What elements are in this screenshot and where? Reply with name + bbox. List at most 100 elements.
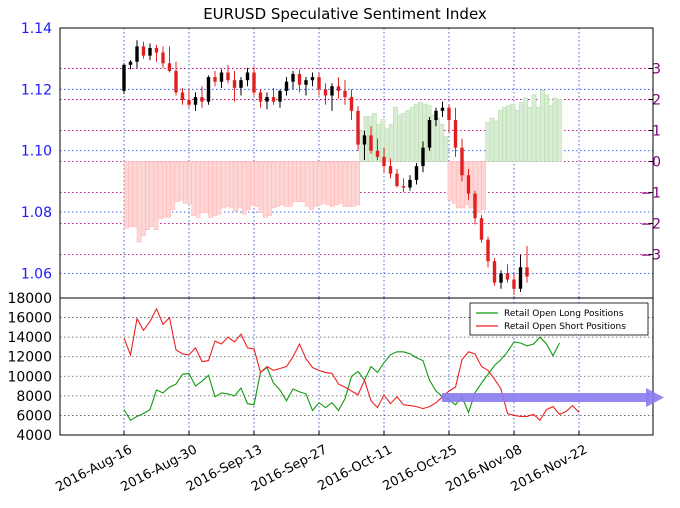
ssi-column-29	[246, 161, 251, 210]
ssi-column-31	[254, 161, 260, 207]
ssi-column-18	[199, 161, 205, 213]
candle-body-29	[310, 77, 315, 81]
ssi-column-55	[355, 161, 360, 206]
ssi-column-97	[531, 94, 537, 162]
price-tick-label-4: 1.06	[21, 266, 52, 282]
ssi-column-34	[266, 161, 272, 216]
ssi-column-73	[430, 114, 436, 162]
ssi-tick-label-2: 1	[652, 123, 661, 139]
candle-body-53	[466, 175, 471, 194]
ssi-column-45	[313, 161, 318, 207]
top-axis-labels: 1.14 1.12 1.10 1.08 1.06 3 2 1 0 −1 −2 −3	[21, 21, 661, 282]
ssi-column-21	[212, 161, 218, 216]
positions-tick-label-3: 12000	[7, 350, 52, 366]
candle-body-4	[148, 47, 152, 56]
chart-title: EURUSD Speculative Sentiment Index	[203, 5, 487, 23]
candle-body-56	[486, 239, 490, 262]
candle-body-13	[206, 77, 211, 102]
candle-body-20	[252, 72, 256, 93]
ssi-column-48	[325, 161, 331, 206]
ssi-column-11	[170, 161, 176, 210]
ssi-column-85	[481, 161, 486, 210]
candle-body-57	[492, 261, 497, 283]
candle-body-60	[512, 279, 516, 289]
ssi-column-86	[485, 122, 491, 162]
candle-body-36	[356, 110, 360, 145]
ssi-column-100	[544, 94, 549, 162]
ssi-column-51	[338, 161, 344, 204]
positions-tick-label-7: 4000	[16, 428, 52, 444]
ssi-column-10	[166, 161, 171, 218]
bottom-axis-labels: 18000 16000 14000 12000 10000 8000 6000 4000	[7, 291, 52, 444]
ssi-column-52	[342, 161, 348, 207]
ssi-column-0	[124, 161, 129, 229]
price-tick-label-2: 1.10	[21, 144, 52, 160]
ssi-tick-label-4: −1	[640, 185, 661, 201]
ssi-column-43	[304, 161, 310, 207]
series-line-0	[123, 336, 560, 422]
ssi-column-44	[308, 161, 314, 210]
price-tick-label-0: 1.14	[21, 21, 52, 37]
ssi-column-36	[275, 161, 281, 207]
candle-body-55	[479, 218, 484, 240]
candle-body-8	[174, 70, 178, 93]
ssi-column-76	[443, 136, 449, 162]
positions-tick-label-0: 18000	[7, 291, 52, 307]
ssi-column-47	[321, 161, 327, 204]
ssi-column-54	[350, 161, 356, 207]
annotation-arrow	[442, 388, 664, 407]
ssi-column-30	[250, 161, 255, 206]
candle-body-7	[167, 63, 172, 71]
ssi-column-12	[174, 161, 180, 203]
candle-body-48	[434, 110, 438, 121]
legend-box	[469, 302, 649, 336]
ssi-column-50	[334, 161, 339, 206]
ssi-column-23	[220, 161, 226, 209]
candle-body-49	[440, 107, 445, 111]
candle-body-58	[499, 273, 503, 283]
annotation-arrow-head	[646, 388, 664, 407]
bottom-plot-frame	[59, 297, 654, 436]
ssi-column-16	[191, 161, 197, 216]
ssi-column-79	[455, 161, 461, 209]
x-axis: 2016-Aug-162016-Aug-302016-Sep-132016-Se…	[53, 431, 590, 495]
candle-body-19	[245, 72, 250, 81]
legend: Retail Open Long Positions Retail Open S…	[469, 302, 649, 336]
ssi-column-33	[262, 161, 268, 218]
candle-body-9	[180, 92, 185, 101]
candle-body-24	[278, 90, 282, 102]
positions-tick-label-1: 16000	[7, 311, 52, 327]
ssi-column-102	[552, 97, 558, 162]
candle-body-14	[213, 77, 217, 82]
ssi-column-87	[489, 117, 495, 162]
candle-body-47	[427, 120, 432, 148]
candle-body-39	[375, 150, 380, 157]
candle-body-45	[414, 166, 419, 180]
candle-body-11	[193, 97, 198, 105]
ssi-column-49	[329, 161, 335, 207]
ssi-column-39	[287, 161, 293, 207]
candle-body-41	[388, 166, 393, 174]
ssi-column-4	[141, 161, 146, 237]
ssi-tick-label-5: −2	[640, 216, 661, 232]
candle-body-59	[505, 273, 510, 280]
ssi-column-103	[556, 99, 562, 162]
positions-tick-label-5: 8000	[16, 389, 52, 405]
candle-body-6	[161, 52, 165, 64]
ssi-column-101	[548, 105, 554, 162]
candle-body-5	[154, 47, 159, 53]
ssi-column-64	[392, 106, 398, 162]
ssi-column-6	[149, 161, 155, 227]
ssi-column-15	[187, 161, 192, 204]
candle-body-62	[525, 267, 529, 277]
ssi-column-95	[523, 97, 528, 162]
ssi-column-17	[195, 161, 201, 218]
candle-body-44	[408, 179, 412, 188]
ssi-column-26	[233, 161, 239, 212]
ssi-column-88	[493, 120, 499, 162]
legend-label-short: Retail Open Short Positions	[504, 322, 626, 332]
candle-body-40	[382, 156, 386, 167]
positions-tick-label-4: 10000	[7, 369, 52, 385]
ssi-column-93	[514, 110, 520, 162]
ssi-column-19	[204, 161, 209, 213]
